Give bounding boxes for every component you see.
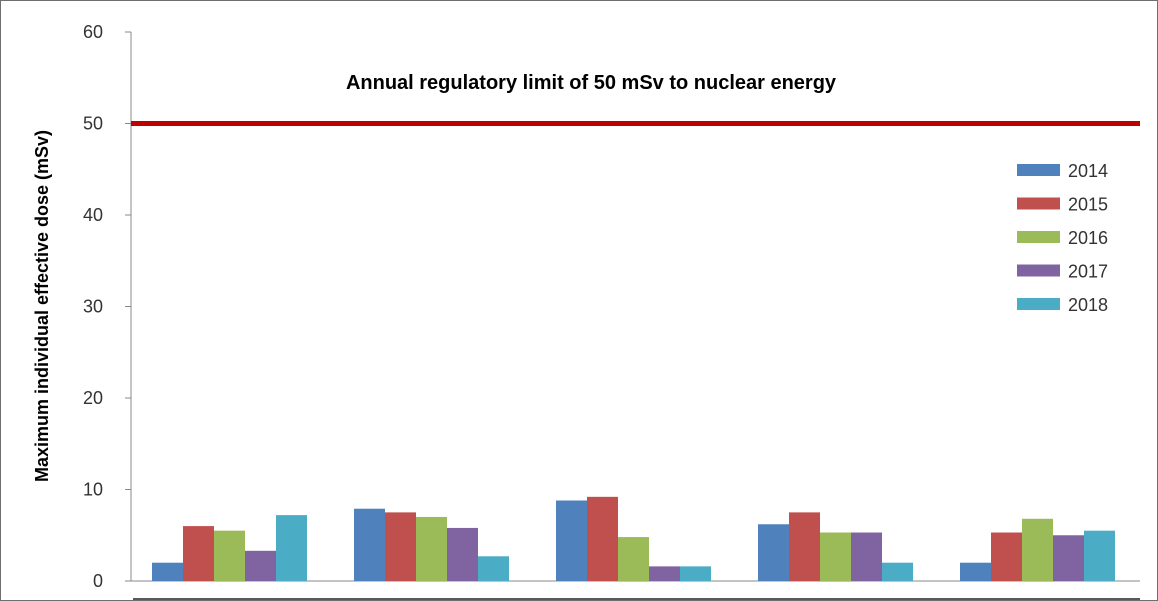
y-tick-label: 30: [83, 297, 103, 317]
bar-2017-group-3: [649, 566, 680, 581]
bar-2014-group-1: [152, 562, 183, 581]
bar-2017-group-5: [1053, 535, 1084, 581]
y-tick-label: 40: [83, 205, 103, 225]
bar-2018-group-2: [478, 556, 509, 581]
bar-2014-group-3: [556, 500, 587, 581]
y-tick-label: 50: [83, 114, 103, 134]
bar-2018-group-5: [1084, 530, 1115, 581]
legend-swatch-2014: [1017, 164, 1060, 176]
legend-swatch-2017: [1017, 264, 1060, 277]
y-tick-label: 0: [93, 571, 103, 591]
legend-swatch-2018: [1017, 298, 1060, 310]
y-tick-label: 20: [83, 388, 103, 408]
bar-2018-group-3: [680, 566, 711, 581]
bar-2016-group-3: [618, 537, 649, 581]
bar-2014-group-2: [354, 508, 385, 581]
bar-2014-group-4: [758, 524, 789, 581]
bar-2016-group-4: [820, 532, 851, 581]
y-axis-title: Maximum individual effective dose (mSv): [32, 130, 52, 482]
bar-2016-group-1: [214, 530, 245, 581]
legend-label-2018: 2018: [1068, 295, 1108, 315]
y-tick-label: 60: [83, 22, 103, 42]
legend-label-2016: 2016: [1068, 228, 1108, 248]
legend-label-2017: 2017: [1068, 262, 1108, 282]
bar-2018-group-1: [276, 515, 307, 581]
bar-2016-group-2: [416, 516, 447, 581]
legend-label-2015: 2015: [1068, 195, 1108, 215]
legend-swatch-2015: [1017, 197, 1060, 210]
bar-2017-group-4: [851, 532, 882, 581]
bar-2015-group-1: [183, 526, 214, 581]
legend-swatch-2016: [1017, 231, 1060, 243]
bar-2017-group-1: [245, 550, 276, 581]
reference-line-label: Annual regulatory limit of 50 mSv to nuc…: [346, 72, 837, 94]
bar-2017-group-2: [447, 527, 478, 581]
reference-line-group: Annual regulatory limit of 50 mSv to nuc…: [131, 72, 1140, 126]
bar-2015-group-5: [991, 532, 1022, 581]
bar-2018-group-4: [882, 562, 913, 581]
legend: 2014 2015 2016 2017 2018: [1017, 161, 1108, 315]
bars: [152, 496, 1115, 581]
y-tick-label: 10: [83, 480, 103, 500]
bar-2015-group-3: [587, 496, 618, 581]
legend-label-2014: 2014: [1068, 161, 1108, 181]
bar-2015-group-2: [385, 512, 416, 581]
bar-2016-group-5: [1022, 518, 1053, 581]
bar-2014-group-5: [960, 562, 991, 581]
bar-2015-group-4: [789, 512, 820, 581]
